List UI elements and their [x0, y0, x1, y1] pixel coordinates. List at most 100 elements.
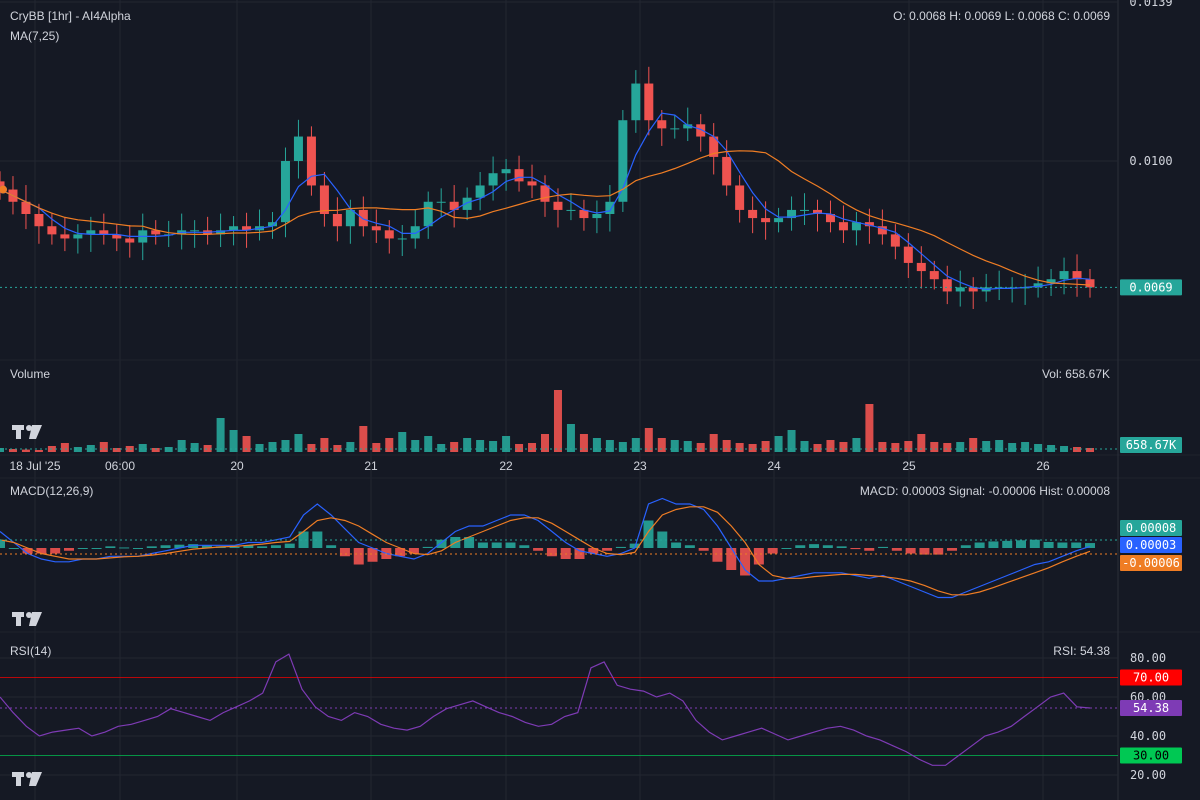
volume-bar[interactable]: [748, 444, 757, 452]
volume-pane[interactable]: [0, 390, 1118, 452]
candle-body[interactable]: [436, 201, 446, 203]
candle-body[interactable]: [877, 226, 887, 235]
volume-bar[interactable]: [553, 390, 562, 452]
candle-body[interactable]: [229, 226, 239, 231]
macd-histogram-bar[interactable]: [546, 548, 557, 557]
candle-body[interactable]: [21, 201, 31, 214]
macd-histogram-bar[interactable]: [781, 548, 792, 549]
candle-body[interactable]: [0, 181, 5, 190]
volume-bar[interactable]: [1021, 442, 1030, 452]
volume-bar[interactable]: [307, 444, 316, 452]
candle-body[interactable]: [34, 214, 44, 227]
macd-histogram-bar[interactable]: [1002, 540, 1013, 548]
volume-bar[interactable]: [203, 445, 212, 452]
volume-bar[interactable]: [995, 440, 1004, 452]
macd-histogram-bar[interactable]: [146, 546, 157, 548]
candle-body[interactable]: [1059, 271, 1069, 280]
candle-body[interactable]: [955, 287, 965, 292]
macd-histogram-bar[interactable]: [257, 546, 268, 548]
macd-histogram-bar[interactable]: [284, 543, 295, 548]
macd-histogram-bar[interactable]: [1057, 542, 1068, 549]
candle-body[interactable]: [1046, 279, 1056, 284]
macd-histogram-bar[interactable]: [36, 548, 47, 554]
volume-bar[interactable]: [346, 442, 355, 452]
candle-body[interactable]: [890, 234, 900, 247]
candle-body[interactable]: [618, 120, 628, 202]
macd-histogram-bar[interactable]: [0, 539, 5, 548]
volume-bar[interactable]: [813, 444, 822, 452]
macd-histogram-bar[interactable]: [395, 548, 406, 557]
candle-body[interactable]: [670, 128, 680, 130]
volume-bar[interactable]: [164, 447, 173, 452]
candle-body[interactable]: [332, 214, 342, 227]
macd-histogram-bar[interactable]: [160, 545, 171, 548]
macd-histogram-bar[interactable]: [698, 548, 709, 551]
macd-title[interactable]: MACD(12,26,9): [10, 484, 94, 498]
volume-bar[interactable]: [411, 440, 420, 452]
macd-histogram-bar[interactable]: [63, 548, 74, 551]
macd-histogram-bar[interactable]: [243, 545, 254, 548]
volume-bar[interactable]: [839, 442, 848, 452]
volume-bar[interactable]: [982, 441, 991, 452]
volume-bar[interactable]: [917, 434, 926, 452]
volume-bar[interactable]: [891, 443, 900, 452]
candle-body[interactable]: [47, 226, 57, 235]
volume-bar[interactable]: [177, 440, 186, 452]
volume-bar[interactable]: [774, 436, 783, 452]
volume-bar[interactable]: [1008, 443, 1017, 452]
candle-body[interactable]: [190, 230, 200, 232]
candle-body[interactable]: [475, 185, 485, 198]
volume-bar[interactable]: [60, 443, 69, 452]
candle-body[interactable]: [696, 124, 706, 137]
candle-body[interactable]: [903, 246, 913, 263]
candle-body[interactable]: [488, 173, 498, 186]
volume-bar[interactable]: [437, 444, 446, 452]
macd-histogram-bar[interactable]: [960, 545, 971, 548]
candle-body[interactable]: [800, 209, 810, 211]
macd-histogram-bar[interactable]: [767, 548, 778, 554]
candle-body[interactable]: [929, 271, 939, 280]
macd-histogram-bar[interactable]: [132, 548, 143, 549]
candle-body[interactable]: [73, 234, 83, 239]
volume-bar[interactable]: [541, 434, 549, 452]
macd-histogram-bar[interactable]: [753, 548, 764, 565]
macd-histogram-bar[interactable]: [298, 531, 309, 549]
macd-histogram-bar[interactable]: [533, 548, 544, 551]
candle-body[interactable]: [657, 120, 667, 129]
candle-body[interactable]: [540, 185, 550, 202]
macd-histogram-bar[interactable]: [988, 541, 999, 548]
volume-bar[interactable]: [528, 443, 537, 452]
volume-bar[interactable]: [294, 434, 303, 452]
volume-bar[interactable]: [463, 438, 472, 452]
candle-body[interactable]: [345, 209, 355, 227]
macd-histogram-bar[interactable]: [671, 542, 682, 549]
rsi-pane[interactable]: [0, 653, 1118, 766]
candle-body[interactable]: [579, 209, 589, 219]
macd-histogram-bar[interactable]: [8, 548, 19, 549]
macd-histogram-bar[interactable]: [201, 545, 212, 548]
macd-histogram-bar[interactable]: [312, 531, 323, 549]
candle-body[interactable]: [151, 230, 161, 235]
price-pane[interactable]: [0, 66, 1118, 309]
volume-bar[interactable]: [826, 440, 835, 452]
volume-bar[interactable]: [670, 440, 679, 452]
candle-body[interactable]: [864, 222, 874, 227]
volume-bar[interactable]: [8, 449, 17, 452]
volume-bar[interactable]: [450, 442, 459, 452]
volume-bar[interactable]: [515, 444, 524, 452]
macd-histogram-bar[interactable]: [878, 546, 889, 548]
volume-bar[interactable]: [1073, 447, 1082, 452]
candle-body[interactable]: [813, 209, 822, 214]
volume-bar[interactable]: [281, 440, 290, 452]
candle-body[interactable]: [86, 230, 96, 235]
macd-histogram-bar[interactable]: [77, 548, 88, 549]
candle-body[interactable]: [566, 209, 576, 211]
volume-bar[interactable]: [242, 436, 251, 452]
candle-body[interactable]: [709, 136, 719, 157]
candle-body[interactable]: [825, 214, 835, 223]
volume-bar[interactable]: [138, 444, 147, 452]
volume-bar[interactable]: [735, 443, 744, 452]
candle-body[interactable]: [371, 226, 381, 231]
candle-body[interactable]: [787, 209, 797, 219]
candle-body[interactable]: [462, 197, 472, 210]
